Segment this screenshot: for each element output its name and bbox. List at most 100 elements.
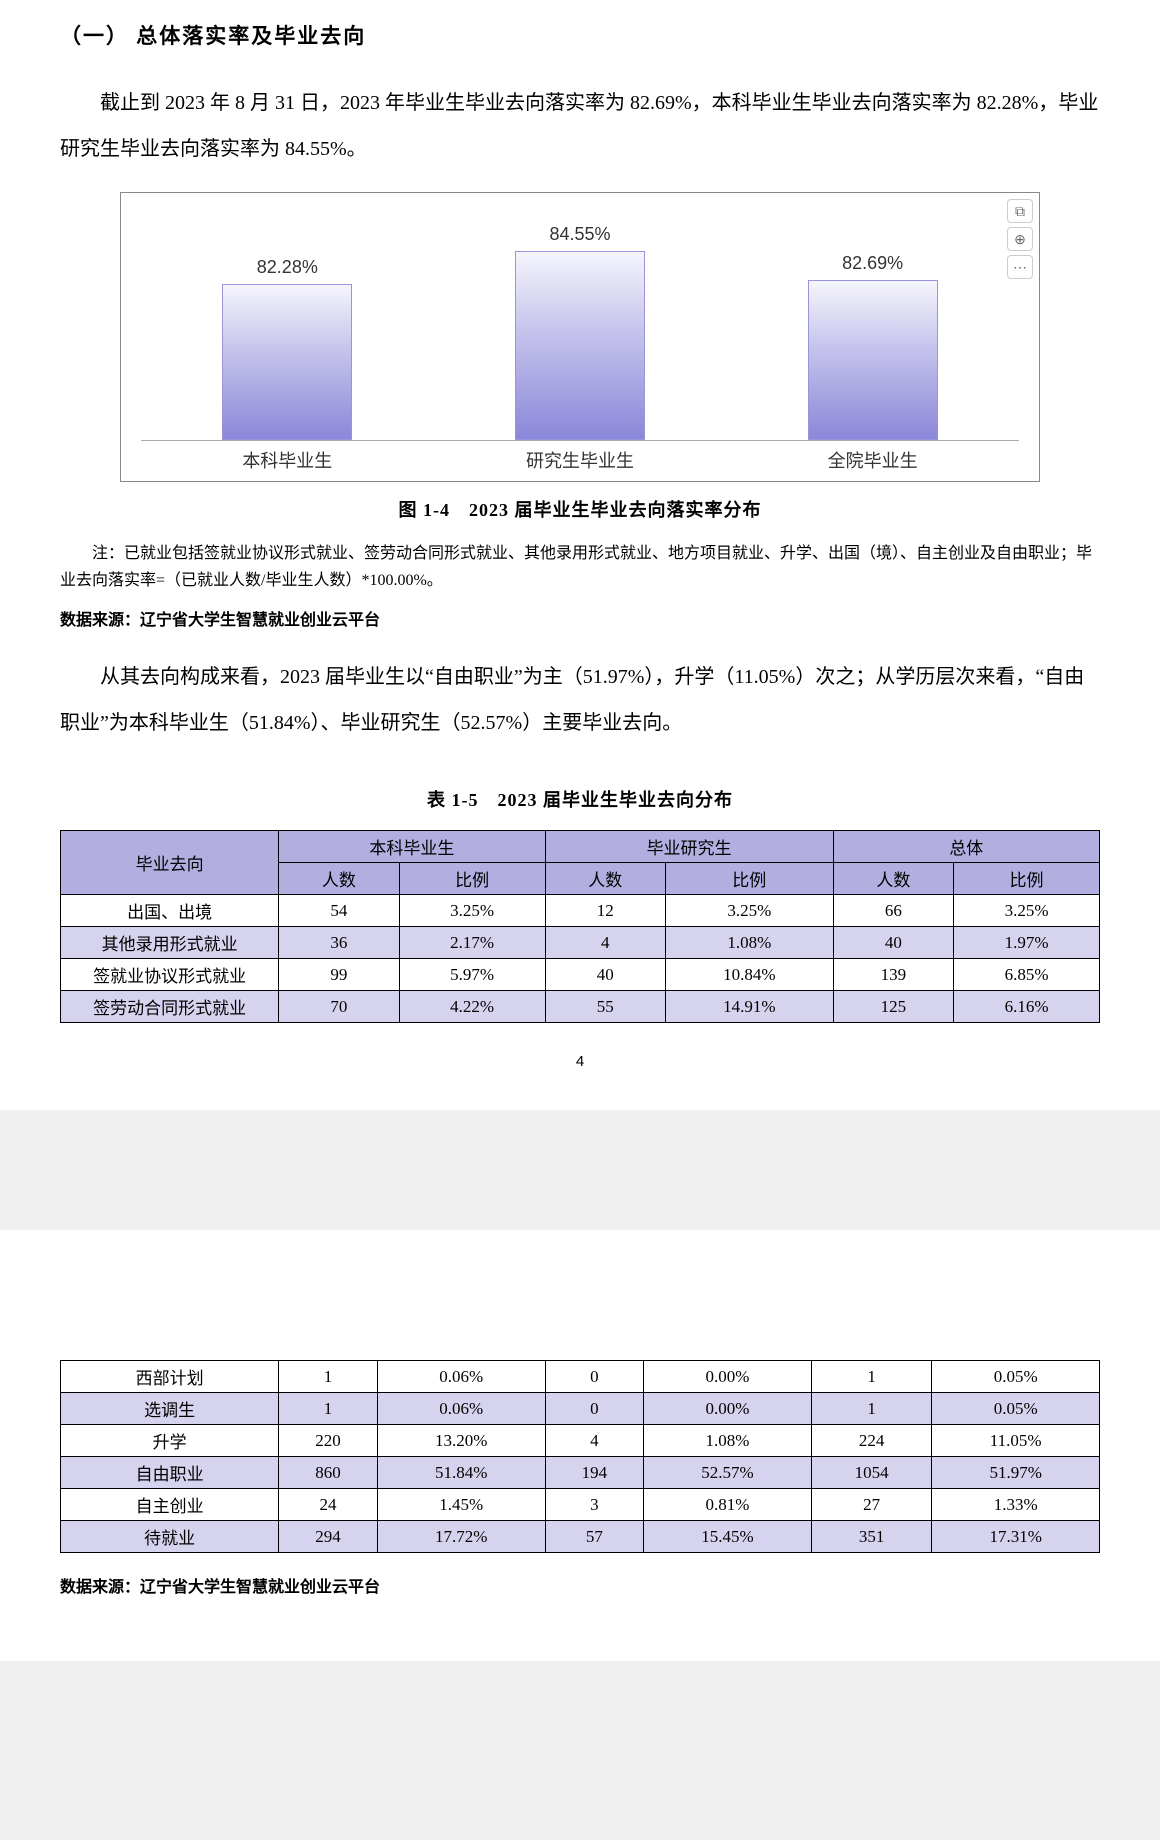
- col-group-0: 本科毕业生: [279, 831, 545, 863]
- cell: 3.25%: [665, 895, 833, 927]
- paragraph-1: 截止到 2023 年 8 月 31 日，2023 年毕业生毕业去向落实率为 82…: [60, 80, 1100, 172]
- sub-header: 人数: [545, 863, 665, 895]
- row-label: 西部计划: [61, 1361, 279, 1393]
- table-row: 出国、出境543.25%123.25%663.25%: [61, 895, 1100, 927]
- row-label: 升学: [61, 1425, 279, 1457]
- bar-value-label: 84.55%: [549, 224, 610, 245]
- cell: 1.33%: [932, 1489, 1100, 1521]
- cell: 17.31%: [932, 1521, 1100, 1553]
- table-row: 选调生10.06%00.00%10.05%: [61, 1393, 1100, 1425]
- cell: 36: [279, 927, 399, 959]
- cell: 1.97%: [954, 927, 1100, 959]
- cell: 54: [279, 895, 399, 927]
- cell: 1: [279, 1361, 378, 1393]
- cell: 66: [833, 895, 953, 927]
- table-row: 其他录用形式就业362.17%41.08%401.97%: [61, 927, 1100, 959]
- bar-group-2: 82.69%: [728, 253, 1018, 440]
- cell: 860: [279, 1457, 378, 1489]
- cell: 6.16%: [954, 991, 1100, 1023]
- col-header-destination: 毕业去向: [61, 831, 279, 895]
- table-body-2: 西部计划10.06%00.00%10.05%选调生10.06%00.00%10.…: [61, 1361, 1100, 1553]
- cell: 4.22%: [399, 991, 545, 1023]
- cell: 1.08%: [644, 1425, 812, 1457]
- cell: 1: [279, 1393, 378, 1425]
- cell: 51.97%: [932, 1457, 1100, 1489]
- cell: 0: [545, 1361, 644, 1393]
- page-number: 4: [60, 1053, 1100, 1070]
- bar-value-label: 82.28%: [257, 257, 318, 278]
- x-axis-labels: 本科毕业生 研究生毕业生 全院毕业生: [141, 447, 1019, 473]
- row-label: 签就业协议形式就业: [61, 959, 279, 991]
- row-label: 签劳动合同形式就业: [61, 991, 279, 1023]
- cell: 55: [545, 991, 665, 1023]
- cell: 6.85%: [954, 959, 1100, 991]
- sub-header: 人数: [833, 863, 953, 895]
- cell: 12: [545, 895, 665, 927]
- bar-1: [515, 251, 645, 440]
- row-label: 其他录用形式就业: [61, 927, 279, 959]
- table-row: 签劳动合同形式就业704.22%5514.91%1256.16%: [61, 991, 1100, 1023]
- cell: 1.45%: [377, 1489, 545, 1521]
- table-caption: 表 1-5 2023 届毕业生毕业去向分布: [60, 786, 1100, 812]
- cell: 13.20%: [377, 1425, 545, 1457]
- section-heading: （一） 总体落实率及毕业去向: [60, 20, 1100, 50]
- cell: 351: [811, 1521, 931, 1553]
- bar-group-1: 84.55%: [435, 224, 725, 440]
- cell: 40: [545, 959, 665, 991]
- cell: 139: [833, 959, 953, 991]
- row-label: 自主创业: [61, 1489, 279, 1521]
- sub-header: 人数: [279, 863, 399, 895]
- col-group-1: 毕业研究生: [545, 831, 833, 863]
- table-header: 毕业去向 本科毕业生 毕业研究生 总体 人数 比例 人数 比例 人数 比例: [61, 831, 1100, 895]
- page-1: （一） 总体落实率及毕业去向 截止到 2023 年 8 月 31 日，2023 …: [0, 0, 1160, 1110]
- x-label-1: 研究生毕业生: [435, 447, 725, 473]
- cell: 4: [545, 927, 665, 959]
- chart-caption: 图 1-4 2023 届毕业生毕业去向落实率分布: [60, 496, 1100, 522]
- cell: 220: [279, 1425, 378, 1457]
- bar-chart: ⧉ ⊕ ⋯ 82.28% 84.55% 82.69% 本科毕业生 研究生毕业生 …: [120, 192, 1040, 482]
- cell: 3: [545, 1489, 644, 1521]
- paragraph-2: 从其去向构成来看，2023 届毕业生以“自由职业”为主（51.97%），升学（1…: [60, 654, 1100, 746]
- sub-header: 比例: [954, 863, 1100, 895]
- cell: 3.25%: [954, 895, 1100, 927]
- cell: 1.08%: [665, 927, 833, 959]
- page-2: 西部计划10.06%00.00%10.05%选调生10.06%00.00%10.…: [0, 1230, 1160, 1661]
- table-1-5-part1: 毕业去向 本科毕业生 毕业研究生 总体 人数 比例 人数 比例 人数 比例 出国…: [60, 830, 1100, 1023]
- cell: 224: [811, 1425, 931, 1457]
- bar-group-0: 82.28%: [142, 257, 432, 440]
- table-body-1: 出国、出境543.25%123.25%663.25%其他录用形式就业362.17…: [61, 895, 1100, 1023]
- table-row: 签就业协议形式就业995.97%4010.84%1396.85%: [61, 959, 1100, 991]
- cell: 14.91%: [665, 991, 833, 1023]
- cell: 40: [833, 927, 953, 959]
- cell: 1: [811, 1393, 931, 1425]
- cell: 27: [811, 1489, 931, 1521]
- cell: 52.57%: [644, 1457, 812, 1489]
- cell: 2.17%: [399, 927, 545, 959]
- table-1-5-part2: 西部计划10.06%00.00%10.05%选调生10.06%00.00%10.…: [60, 1360, 1100, 1553]
- x-label-2: 全院毕业生: [728, 447, 1018, 473]
- cell: 194: [545, 1457, 644, 1489]
- col-group-2: 总体: [833, 831, 1099, 863]
- cell: 1054: [811, 1457, 931, 1489]
- bar-value-label: 82.69%: [842, 253, 903, 274]
- cell: 0: [545, 1393, 644, 1425]
- page-gap: [0, 1170, 1160, 1230]
- cell: 0.05%: [932, 1361, 1100, 1393]
- cell: 0.00%: [644, 1361, 812, 1393]
- data-source-1: 数据来源：辽宁省大学生智慧就业创业云平台: [60, 606, 1100, 630]
- data-source-2: 数据来源：辽宁省大学生智慧就业创业云平台: [60, 1573, 1100, 1597]
- sub-header: 比例: [399, 863, 545, 895]
- sub-header: 比例: [665, 863, 833, 895]
- row-label: 选调生: [61, 1393, 279, 1425]
- table-row: 自主创业241.45%30.81%271.33%: [61, 1489, 1100, 1521]
- cell: 11.05%: [932, 1425, 1100, 1457]
- cell: 70: [279, 991, 399, 1023]
- cell: 3.25%: [399, 895, 545, 927]
- cell: 17.72%: [377, 1521, 545, 1553]
- cell: 5.97%: [399, 959, 545, 991]
- cell: 24: [279, 1489, 378, 1521]
- table-row: 升学22013.20%41.08%22411.05%: [61, 1425, 1100, 1457]
- bar-0: [222, 284, 352, 440]
- cell: 57: [545, 1521, 644, 1553]
- cell: 51.84%: [377, 1457, 545, 1489]
